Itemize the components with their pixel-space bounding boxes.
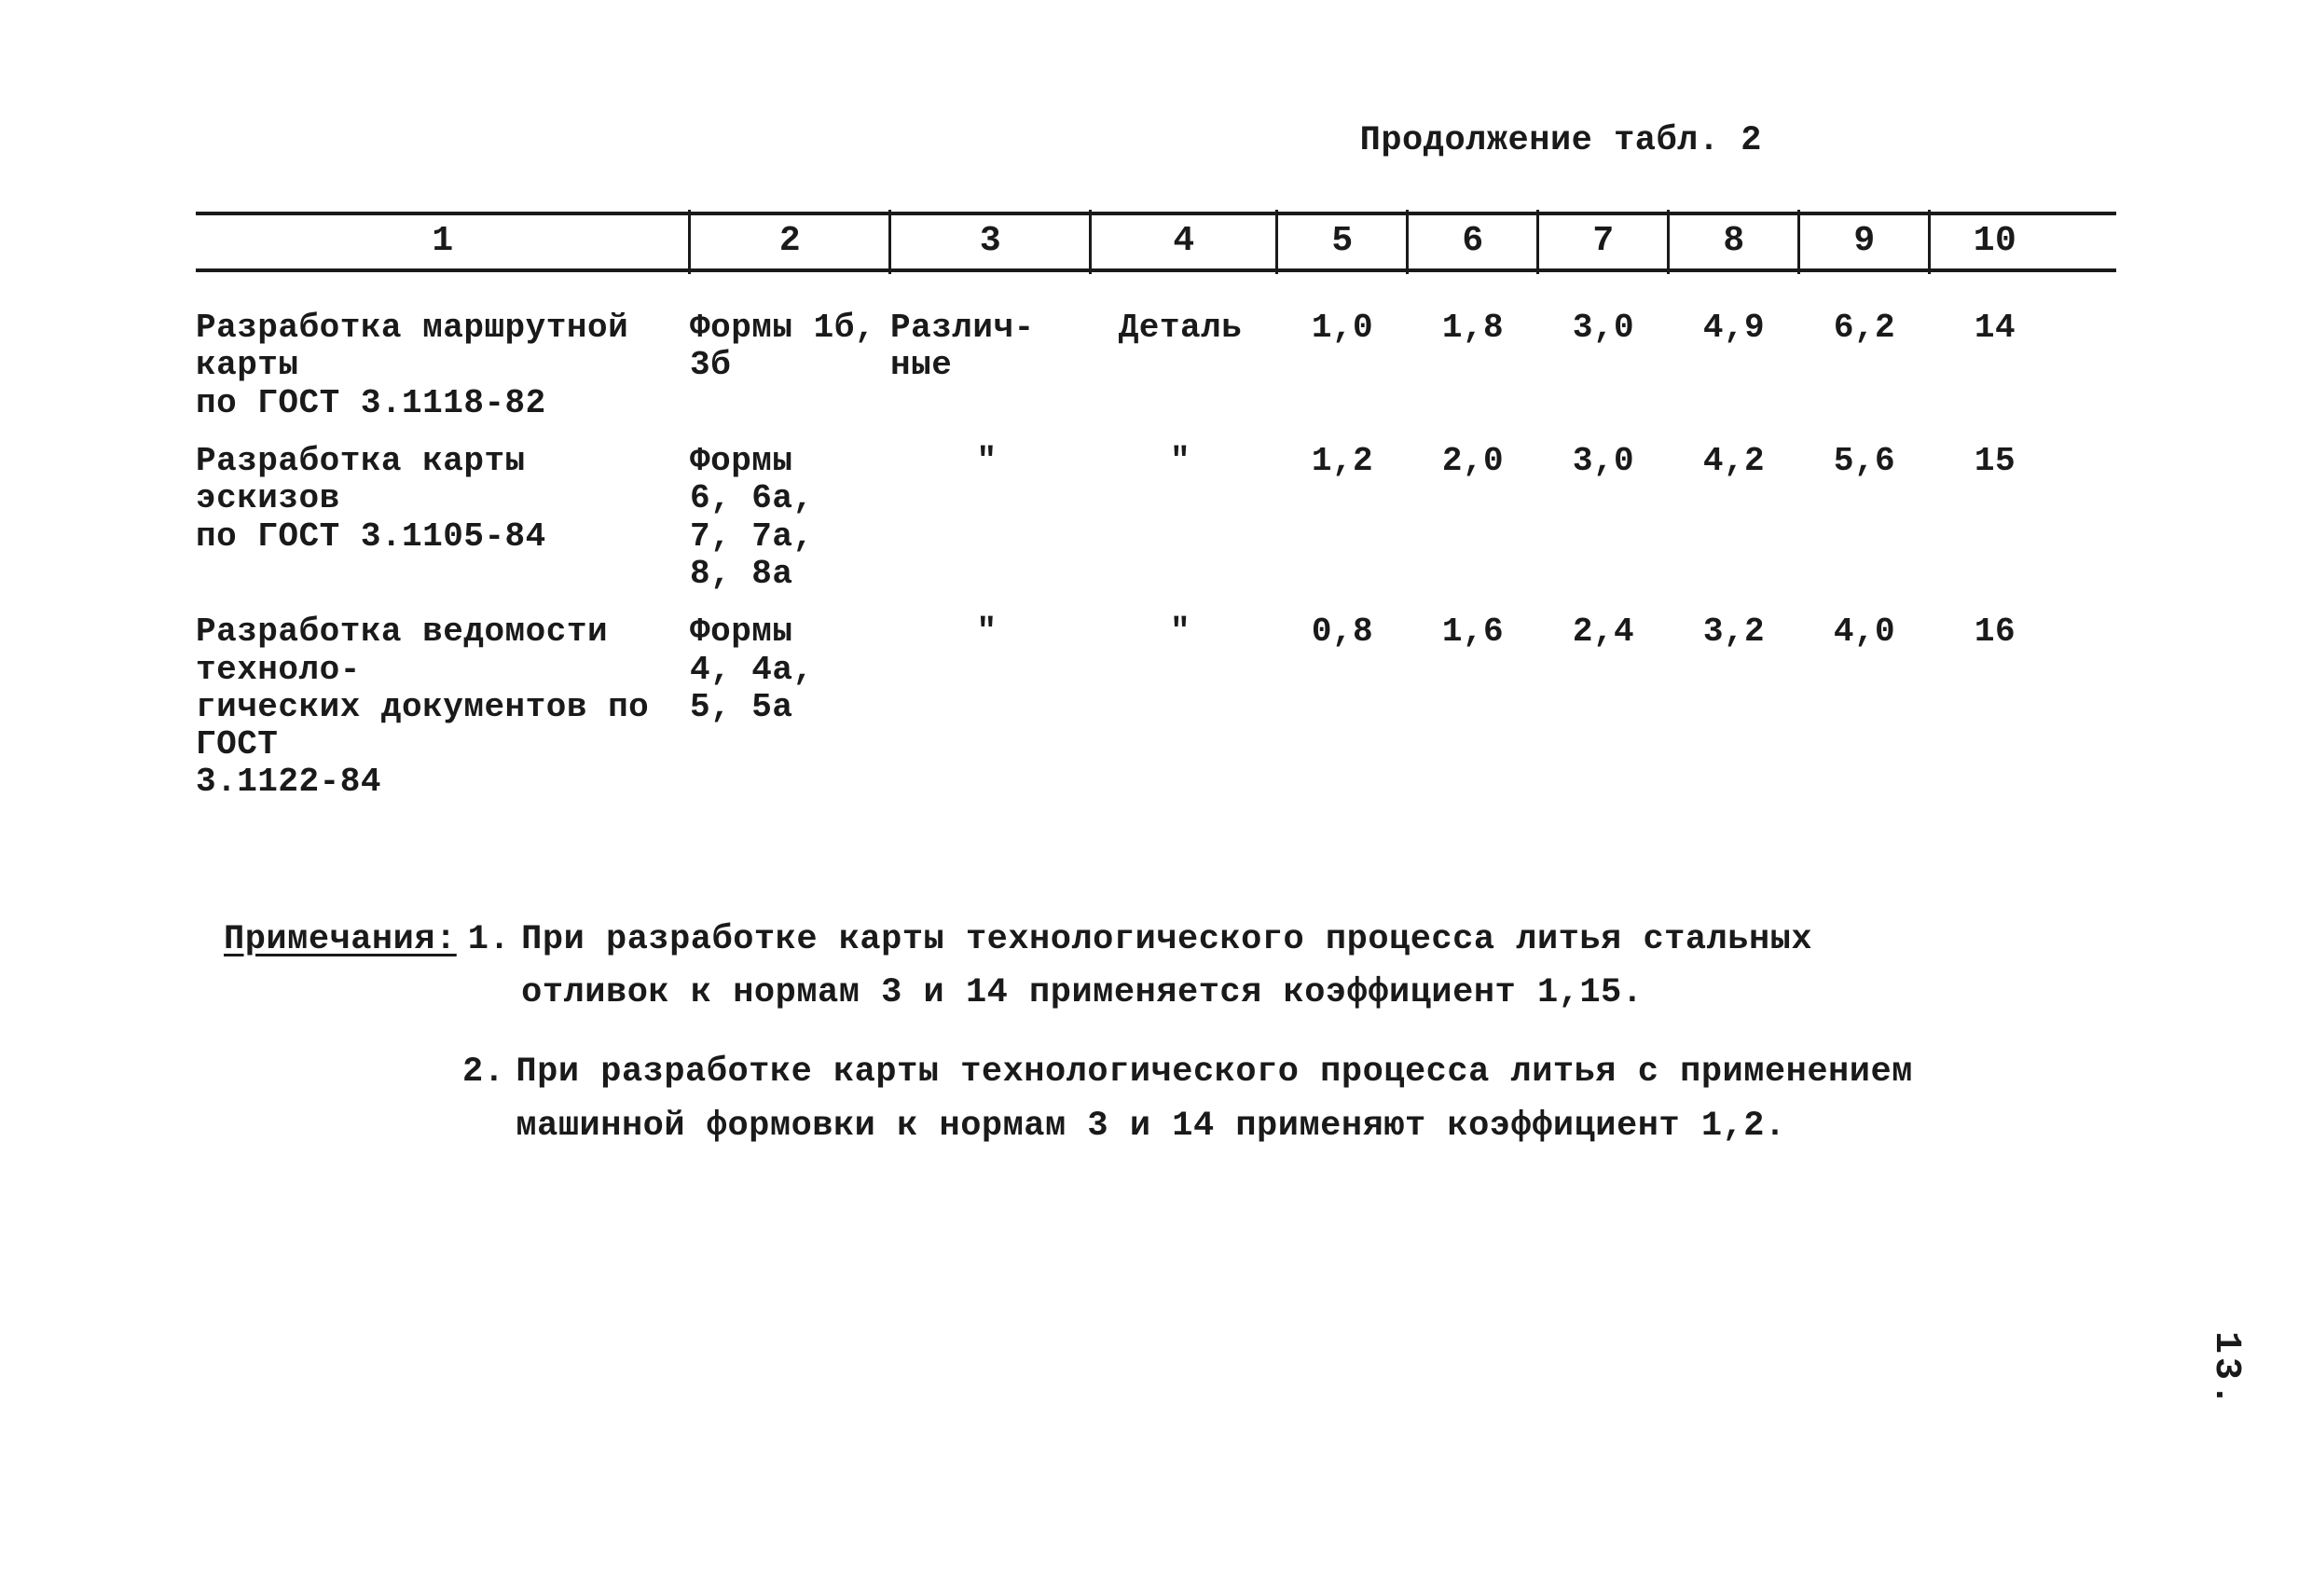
- cell-v8: 4,9: [1669, 310, 1799, 422]
- cell-forms: Формы4, 4а,5, 5а: [690, 613, 890, 802]
- cell-v7: 2,4: [1538, 613, 1669, 802]
- table-row: Разработка карты эскизовпо ГОСТ 3.1105-8…: [196, 422, 2116, 593]
- col-header-7: 7: [1538, 221, 1669, 261]
- cell-v5: 1,0: [1277, 310, 1408, 422]
- cell-v5: 1,2: [1277, 443, 1408, 593]
- ditto-mark: ": [1091, 443, 1277, 593]
- cell-v5: 0,8: [1277, 613, 1408, 802]
- cell-v9: 6,2: [1799, 310, 1930, 422]
- note-1: Примечания: 1. При разработке карты техн…: [224, 914, 2144, 1021]
- cell-description: Разработка карты эскизовпо ГОСТ 3.1105-8…: [196, 443, 690, 593]
- col-header-4: 4: [1091, 221, 1277, 261]
- table-2: 1 2 3 4 5 6 7 8 9 10 Разработка маршрутн…: [196, 212, 2116, 802]
- cell-v7: 3,0: [1538, 443, 1669, 593]
- cell-v10: 15: [1930, 443, 2060, 593]
- cell-v9: 4,0: [1799, 613, 1930, 802]
- note-number: 1.: [468, 914, 510, 967]
- cell-v7: 3,0: [1538, 310, 1669, 422]
- cell-col4: Деталь: [1091, 310, 1277, 422]
- col-header-2: 2: [690, 221, 890, 261]
- cell-description: Разработка ведомости техноло-гических до…: [196, 613, 690, 802]
- note-number: 2.: [462, 1046, 504, 1099]
- notes-label: Примечания:: [224, 914, 457, 967]
- ditto-mark: ": [1091, 613, 1277, 802]
- cell-v8: 3,2: [1669, 613, 1799, 802]
- cell-col3: Различ-ные: [890, 310, 1091, 422]
- table-row: Разработка ведомости техноло-гических до…: [196, 593, 2116, 802]
- cell-description: Разработка маршрутной картыпо ГОСТ 3.111…: [196, 310, 690, 422]
- note-2: 2. При разработке карты технологического…: [462, 1046, 2144, 1153]
- document-page: Продолжение табл. 2 1 2 3 4 5 6 7 8 9 10…: [0, 0, 2312, 1596]
- col-header-5: 5: [1277, 221, 1408, 261]
- note-text: При разработке карты технологического пр…: [521, 914, 1938, 1021]
- ditto-mark: ": [890, 443, 1091, 593]
- cell-v8: 4,2: [1669, 443, 1799, 593]
- cell-v6: 2,0: [1408, 443, 1538, 593]
- col-header-9: 9: [1799, 221, 1930, 261]
- cell-v6: 1,8: [1408, 310, 1538, 422]
- col-header-10: 10: [1930, 221, 2060, 261]
- cell-v9: 5,6: [1799, 443, 1930, 593]
- cell-v10: 14: [1930, 310, 2060, 422]
- col-header-1: 1: [196, 221, 690, 261]
- cell-v10: 16: [1930, 613, 2060, 802]
- table-continuation-caption: Продолжение табл. 2: [168, 121, 2144, 160]
- cell-v6: 1,6: [1408, 613, 1538, 802]
- col-header-8: 8: [1669, 221, 1799, 261]
- cell-forms: Формы 1б,3б: [690, 310, 890, 422]
- cell-forms: Формы6, 6а,7, 7а,8, 8а: [690, 443, 890, 593]
- ditto-mark: ": [890, 613, 1091, 802]
- table-header-row: 1 2 3 4 5 6 7 8 9 10: [196, 215, 2116, 268]
- notes-block: Примечания: 1. При разработке карты техн…: [224, 914, 2144, 1153]
- col-header-6: 6: [1408, 221, 1538, 261]
- note-text: При разработке карты технологического пр…: [516, 1046, 1933, 1153]
- page-number: 13.: [2205, 1331, 2247, 1410]
- col-header-3: 3: [890, 221, 1091, 261]
- table-row: Разработка маршрутной картыпо ГОСТ 3.111…: [196, 272, 2116, 422]
